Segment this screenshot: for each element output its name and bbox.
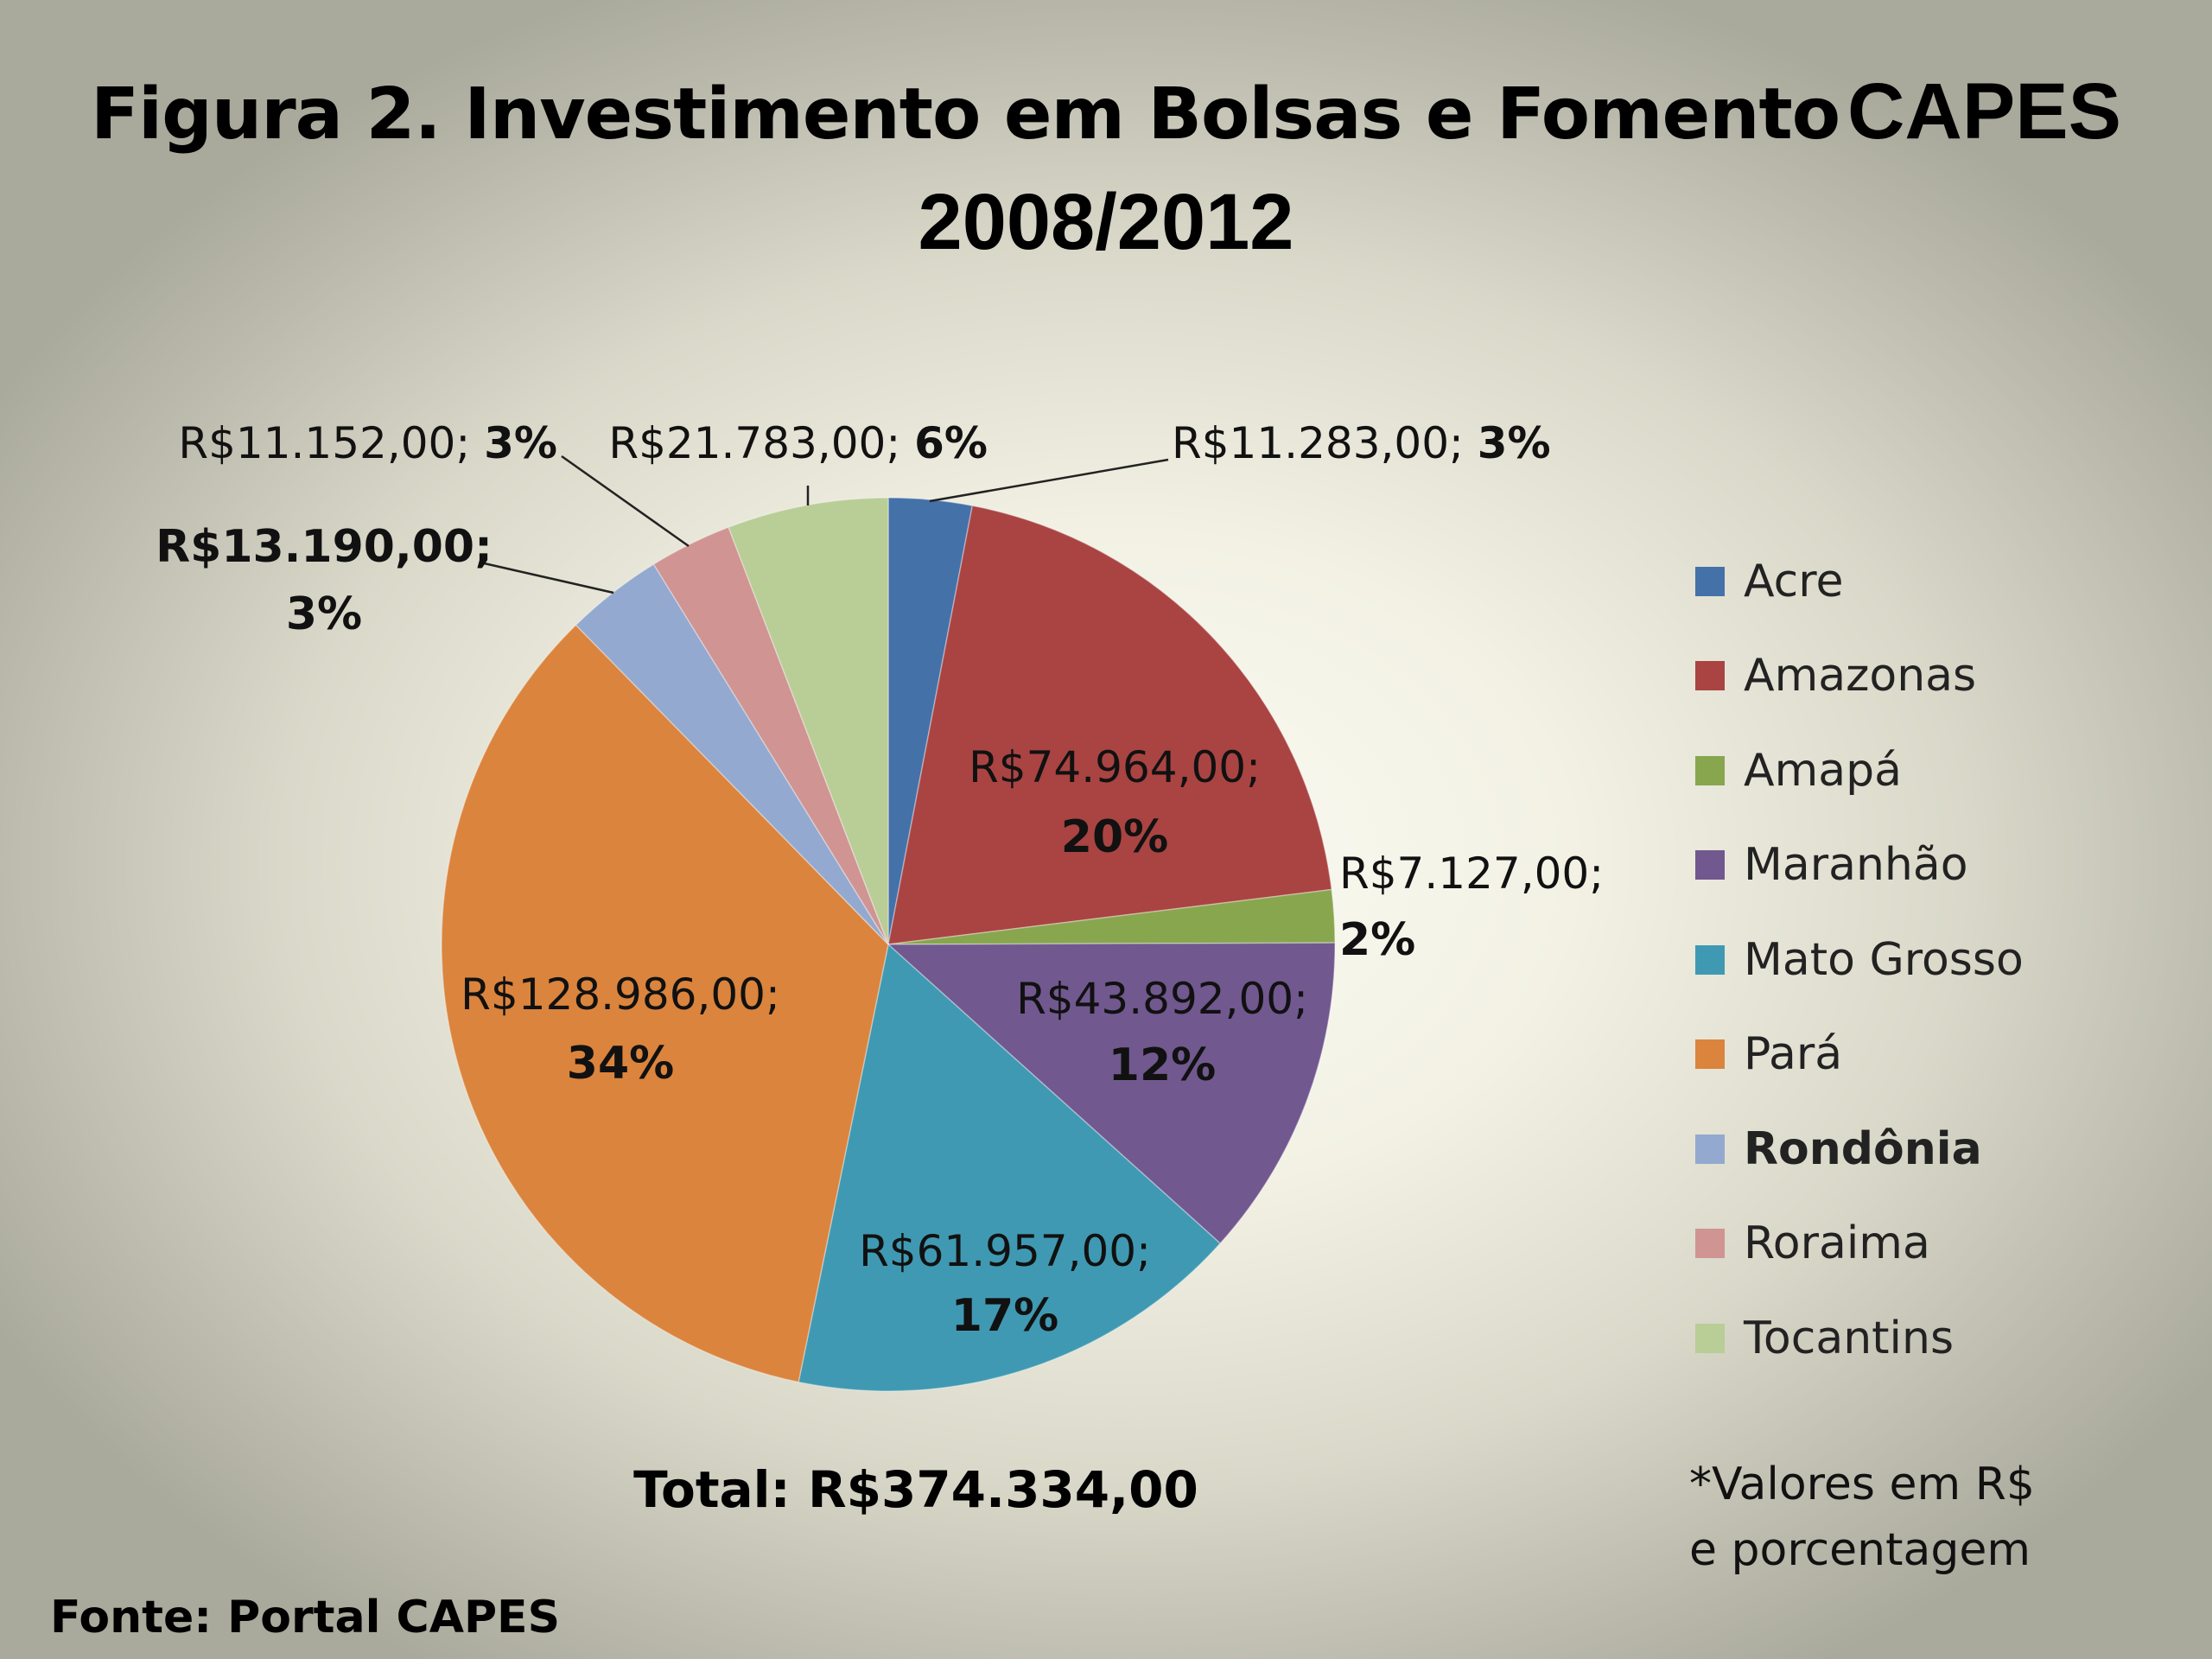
legend-label-roraima: Roraima xyxy=(1744,1217,1930,1270)
legend-item-amapa: Amapá xyxy=(1695,723,2024,818)
legend-item-para: Pará xyxy=(1695,1007,2024,1103)
data-label-acre: R$11.283,00; 3% xyxy=(1172,418,1551,468)
percent-label-mato-grosso: 17% xyxy=(951,1290,1058,1342)
legend-swatch-maranhao xyxy=(1695,850,1725,880)
value-label-amazonas: R$74.964,00; xyxy=(969,742,1261,792)
legend-item-mato-grosso: Mato Grosso xyxy=(1695,912,2024,1007)
slice-roraima xyxy=(652,526,889,945)
legend-swatch-amazonas xyxy=(1695,661,1725,691)
percent-label-amazonas: 20% xyxy=(1061,811,1168,863)
legend-swatch-rondonia xyxy=(1695,1134,1725,1164)
slice-amapa xyxy=(887,888,1336,945)
legend: Acre Amazonas Amapá Maranhão Mato Grosso Pará… xyxy=(1695,534,2024,1386)
slice-para xyxy=(441,624,889,1383)
title-capes: CAPES xyxy=(1847,67,2121,156)
legend-item-rondonia: Rondônia xyxy=(1695,1102,2024,1197)
percent-label-maranhao: 12% xyxy=(1109,1039,1216,1091)
data-label-tocantins: R$21.783,00; 6% xyxy=(608,418,988,468)
chart-title: Figura 2. Investimento em Bolsas e Fomen… xyxy=(0,60,2212,274)
legend-label-acre: Acre xyxy=(1744,555,1844,607)
total-label: Total: R$374.334,00 xyxy=(633,1460,1198,1519)
legend-swatch-acre xyxy=(1695,566,1725,596)
legend-label-mato-grosso: Mato Grosso xyxy=(1744,933,2024,986)
percent-label-amapa: 2% xyxy=(1339,914,1415,966)
legend-swatch-amapa xyxy=(1695,755,1725,785)
percent-label-tocantins: 6% xyxy=(914,418,988,468)
value-label-acre: R$11.283,00; xyxy=(1172,418,1478,468)
legend-swatch-tocantins xyxy=(1695,1323,1725,1353)
legend-item-tocantins: Tocantins xyxy=(1695,1291,2024,1386)
slice-amazonas xyxy=(887,505,1332,945)
data-label-roraima: R$11.152,00; 3% xyxy=(178,418,557,468)
legend-label-amapa: Amapá xyxy=(1744,744,1902,797)
legend-label-amazonas: Amazonas xyxy=(1744,650,1977,702)
values-note: *Valores em R$ e porcentagem xyxy=(1689,1452,2035,1583)
value-label-mato-grosso: R$61.957,00; xyxy=(859,1226,1151,1276)
value-label-roraima: R$11.152,00; xyxy=(178,418,484,468)
slice-mato-grosso xyxy=(798,943,1222,1392)
percent-label-acre: 3% xyxy=(1478,418,1551,468)
values-note-line1: *Valores em R$ xyxy=(1689,1459,2035,1510)
value-label-maranhao: R$43.892,00; xyxy=(1016,974,1308,1024)
legend-label-rondonia: Rondônia xyxy=(1744,1122,1982,1175)
percent-label-roraima: 3% xyxy=(484,418,557,468)
legend-label-para: Pará xyxy=(1744,1028,1843,1081)
title-years: 2008/2012 xyxy=(918,177,1294,266)
slice-maranhao xyxy=(887,942,1336,1245)
value-label-para: R$128.986,00; xyxy=(461,969,780,1020)
title-main: Figura 2. Investimento em Bolsas e Fomen… xyxy=(91,73,1840,156)
legend-swatch-para xyxy=(1695,1039,1725,1070)
legend-item-roraima: Roraima xyxy=(1695,1197,2024,1292)
percent-label-para: 34% xyxy=(567,1038,674,1090)
legend-item-amazonas: Amazonas xyxy=(1695,629,2024,724)
legend-swatch-mato-grosso xyxy=(1695,944,1725,975)
slice-acre xyxy=(887,497,974,945)
legend-item-acre: Acre xyxy=(1695,534,2024,629)
legend-swatch-roraima xyxy=(1695,1229,1725,1259)
legend-item-maranhao: Maranhão xyxy=(1695,818,2024,913)
legend-label-maranhao: Maranhão xyxy=(1744,839,1968,892)
value-label-tocantins: R$21.783,00; xyxy=(608,418,914,468)
value-label-rondonia: R$13.190,00; xyxy=(156,521,493,573)
leader-line-acre xyxy=(929,458,1169,503)
leader-line-rondonia xyxy=(480,561,614,594)
values-note-line2: e porcentagem xyxy=(1689,1524,2031,1576)
percent-label-rondonia: 3% xyxy=(286,588,362,640)
source-label: Fonte: Portal CAPES xyxy=(50,1592,561,1643)
legend-label-tocantins: Tocantins xyxy=(1744,1312,1955,1364)
leader-line-roraima xyxy=(561,454,690,548)
value-label-amapa: R$7.127,00; xyxy=(1339,849,1604,899)
